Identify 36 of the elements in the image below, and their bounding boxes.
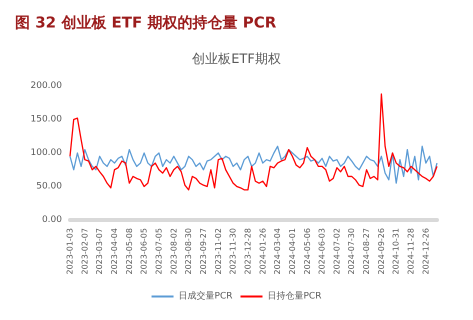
x-tick-label: 2023-07-05 <box>154 228 164 274</box>
x-tick-label: 2023-01-03 <box>66 228 74 274</box>
x-tick-label: 2024-07-02 <box>332 228 342 274</box>
chart-title: 图 32 创业板 ETF 期权的持仓量 PCR <box>15 14 277 32</box>
legend-label: 日持仓量PCR <box>268 290 322 302</box>
x-tick-label: 2023-05-08 <box>124 228 134 274</box>
y-tick-label: 0.00 <box>42 215 62 225</box>
x-tick-label: 2024-07-30 <box>347 228 356 274</box>
chart-subtitle: 创业板ETF期权 <box>192 52 281 67</box>
x-tick-label: 2023-11-02 <box>214 228 223 274</box>
x-tick-label: 2024-11-28 <box>406 228 416 274</box>
line-series <box>69 146 438 184</box>
x-tick-label: 2023-04-04 <box>110 228 119 274</box>
x-tick-label: 2024-03-04 <box>273 228 282 274</box>
y-tick-label: 150.00 <box>30 114 62 124</box>
x-tick-label: 2023-11-30 <box>228 228 238 274</box>
x-tick-label: 2024-12-26 <box>421 228 430 274</box>
y-tick-label: 100.00 <box>30 148 62 158</box>
legend-label: 日成交量PCR <box>178 290 233 302</box>
x-tick-label: 2023-12-28 <box>243 228 252 274</box>
x-tick-label: 2024-09-26 <box>376 228 386 274</box>
x-tick-label: 2023-03-07 <box>95 228 104 274</box>
x-tick-label: 2024-08-27 <box>362 228 372 274</box>
x-tick-label: 2024-01-26 <box>258 228 268 274</box>
x-tick-label: 2024-05-06 <box>302 228 312 274</box>
y-tick-label: 200.00 <box>30 81 62 91</box>
x-tick-label: 2023-02-07 <box>80 228 90 274</box>
x-tick-label: 2023-09-27 <box>198 228 208 274</box>
line-series <box>69 93 438 190</box>
x-tick-label: 2023-08-30 <box>184 228 194 274</box>
x-tick-label: 2024-04-01 <box>288 228 297 274</box>
x-tick-label: 2023-08-02 <box>169 228 178 274</box>
x-tick-label: 2023-06-05 <box>140 228 149 274</box>
y-tick-label: 50.00 <box>36 182 62 192</box>
x-tick-label: 2024-10-31 <box>392 228 401 274</box>
x-tick-label: 2024-06-03 <box>318 228 327 274</box>
